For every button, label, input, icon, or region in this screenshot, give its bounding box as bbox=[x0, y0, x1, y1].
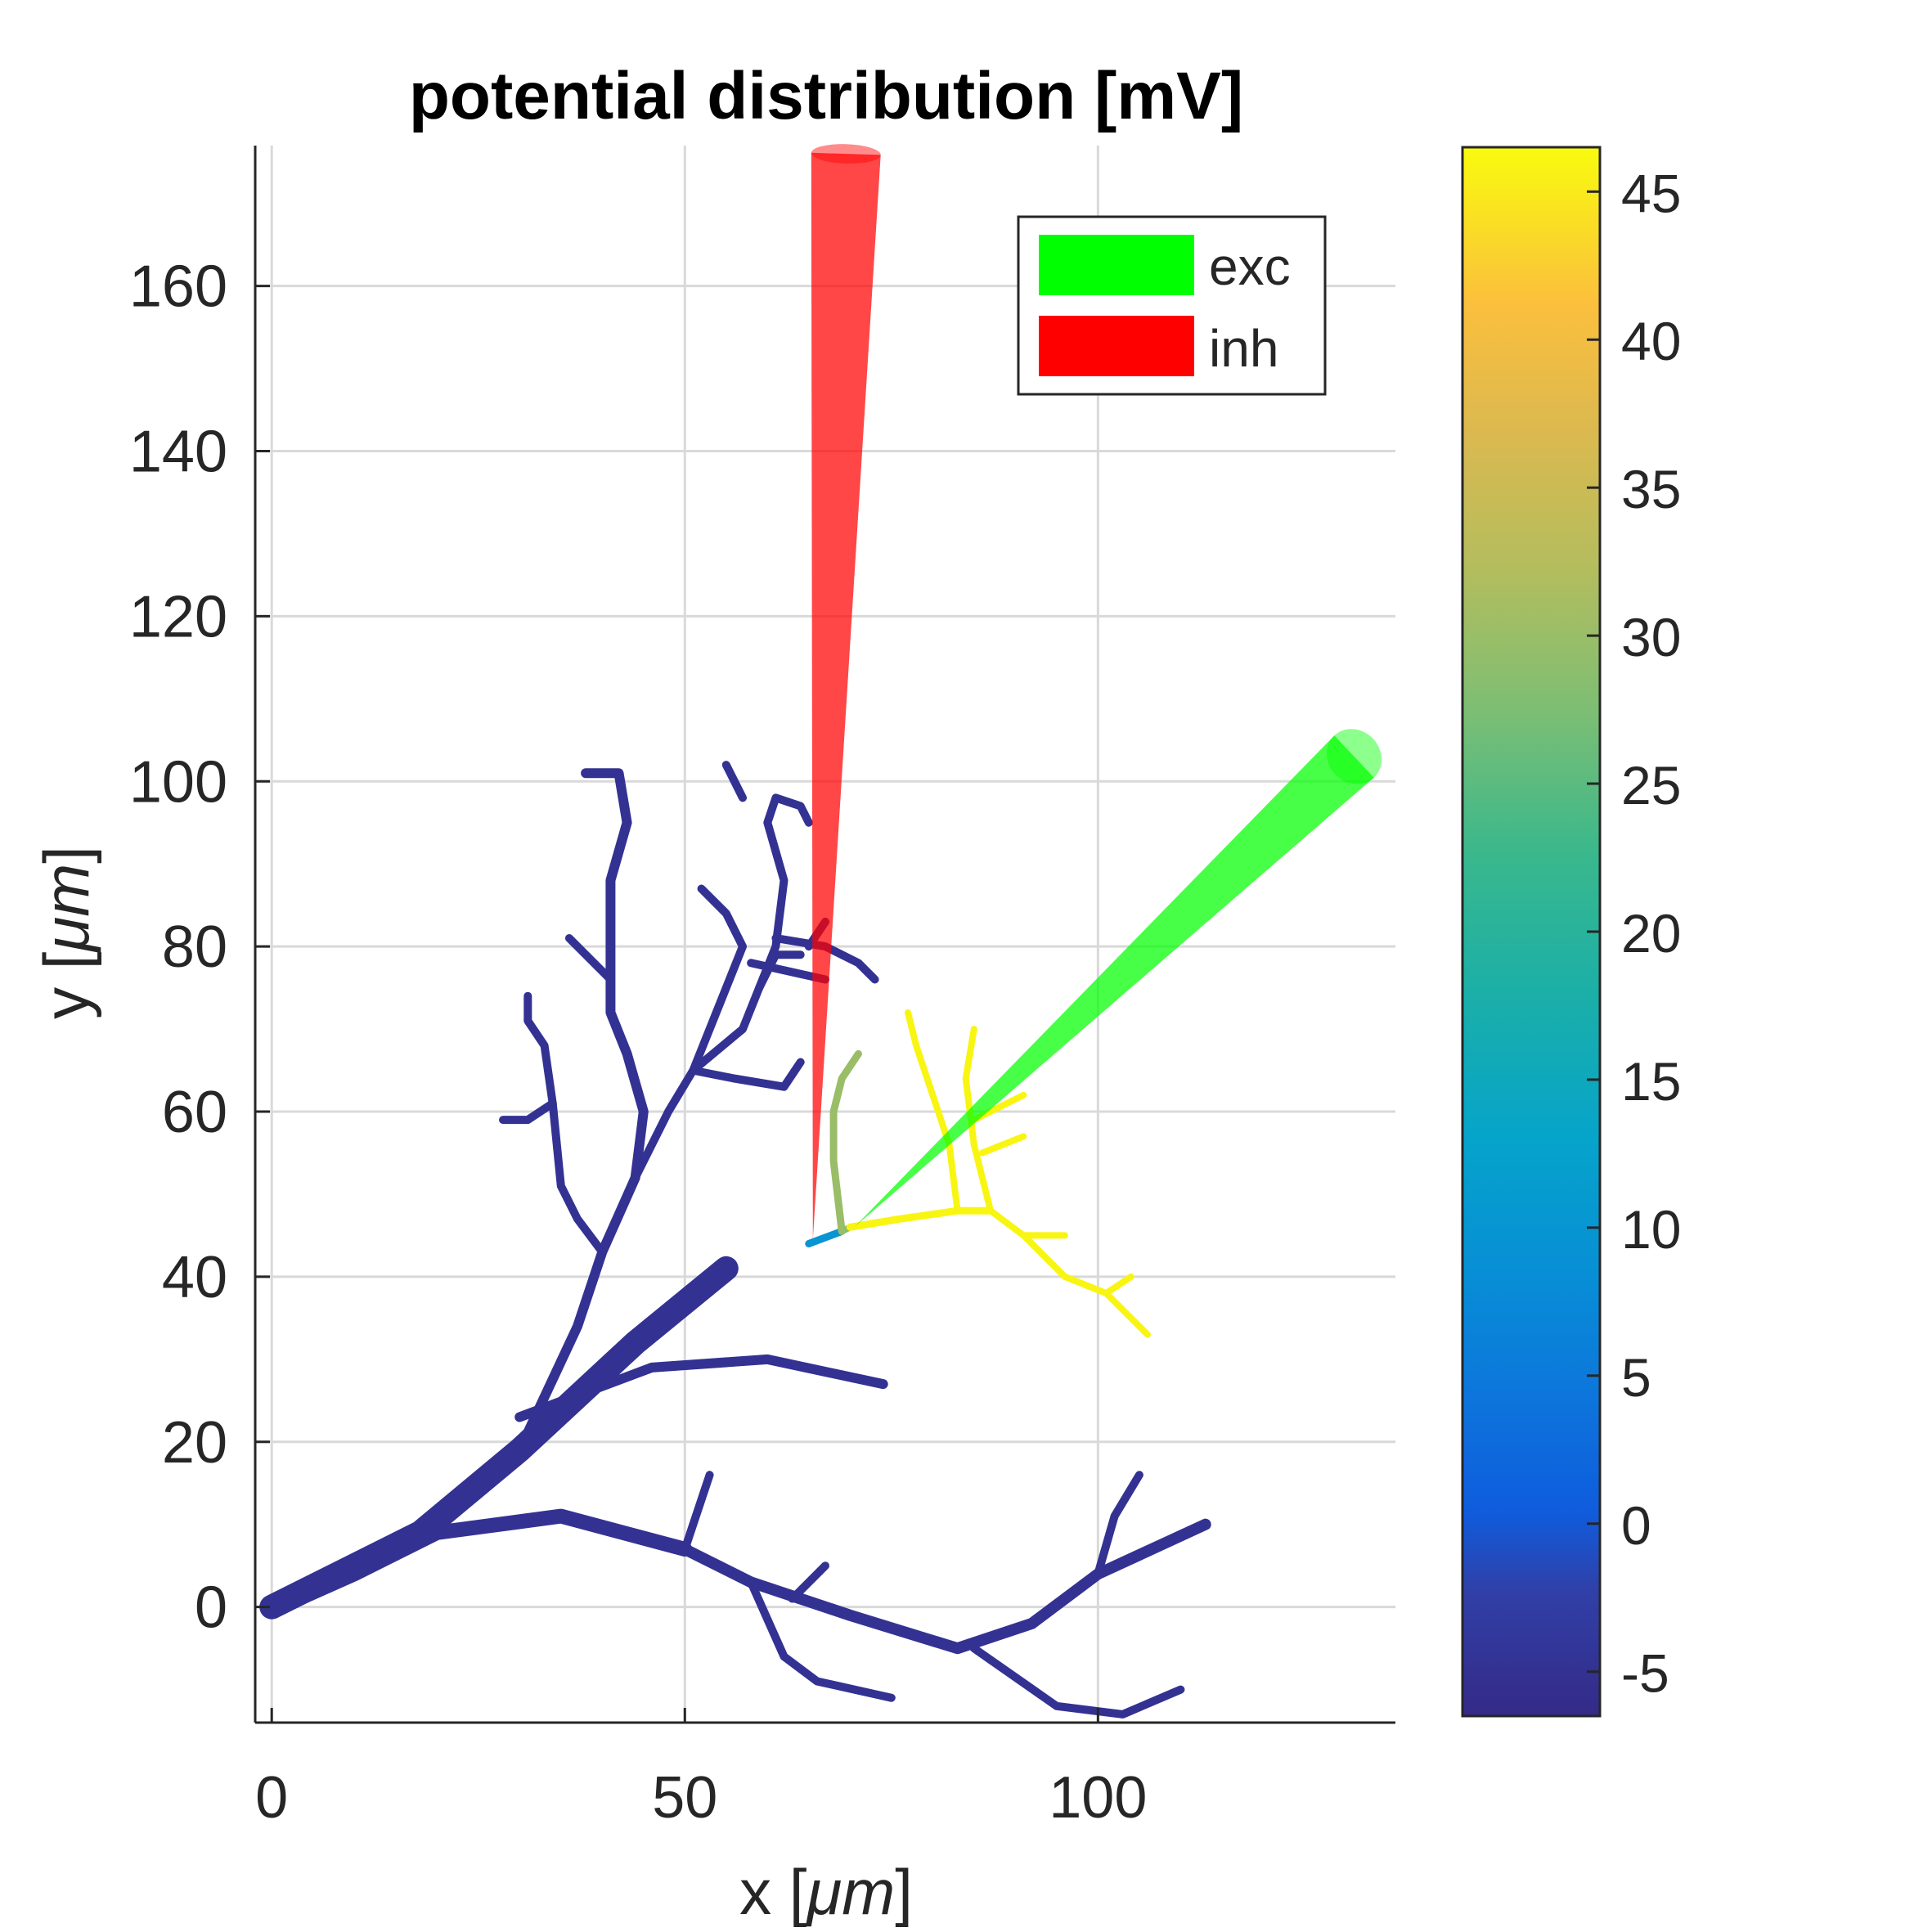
dendrite-branch-7 bbox=[1094, 1471, 1143, 1579]
dendrite-branch-17 bbox=[771, 934, 879, 984]
y-tick-label-0: 0 bbox=[195, 1575, 227, 1641]
dendrite-branch-0 bbox=[259, 1256, 739, 1620]
x-axis-label: x [μm] bbox=[739, 1856, 913, 1928]
dendrite-branch-24 bbox=[846, 1206, 995, 1231]
colorbar-tick-label-25: 25 bbox=[1621, 755, 1681, 815]
dendrite-branch-3 bbox=[681, 1471, 714, 1553]
colorbar-tick-label-5: 5 bbox=[1621, 1347, 1651, 1408]
electrode-exc-cap bbox=[1326, 729, 1382, 784]
x-tick-label-50: 50 bbox=[652, 1765, 717, 1831]
legend-label-exc: exc bbox=[1209, 237, 1291, 296]
chart-title: potential distribution [mV] bbox=[409, 59, 1243, 133]
dendrite-branch-15 bbox=[689, 793, 813, 1075]
dendrite-branch-19 bbox=[721, 761, 747, 802]
dendrite-branch-9 bbox=[514, 768, 649, 1455]
y-axis-label: y [μm] bbox=[30, 846, 102, 1019]
dendrite-branch-16 bbox=[755, 950, 805, 992]
colorbar-tick-label--5: -5 bbox=[1621, 1643, 1669, 1704]
colorbar-tick-label-10: 10 bbox=[1621, 1199, 1681, 1260]
tick-labels: 0 50 100 0 20 40 60 80 100 120 140 160 bbox=[129, 254, 1148, 1831]
y-tick-label-100: 100 bbox=[129, 749, 227, 815]
electrode-inh bbox=[811, 152, 881, 1240]
colorbar-tick-label-30: 30 bbox=[1621, 607, 1681, 667]
dendrite-branch-13 bbox=[631, 884, 747, 1182]
y-tick-label-140: 140 bbox=[129, 419, 227, 484]
dendrite-branch-31 bbox=[1103, 1273, 1134, 1297]
dendrite-branch-14 bbox=[689, 1058, 805, 1091]
dendrite-branch-30 bbox=[1020, 1232, 1151, 1338]
colorbar-gradient bbox=[1461, 146, 1602, 1718]
dendrite-branch-21 bbox=[805, 1227, 846, 1247]
dendrite-branch-8 bbox=[514, 1354, 888, 1422]
x-axis-label-prefix: x [ bbox=[739, 1856, 807, 1928]
electrode-inh-cap bbox=[811, 144, 881, 164]
colorbar-tick-label-15: 15 bbox=[1621, 1051, 1681, 1112]
colorbar: -5 0 5 10 15 20 25 30 35 40 45 bbox=[1461, 146, 1681, 1718]
x-axis-label-suffix: ] bbox=[895, 1856, 913, 1928]
colorbar-tick-label-0: 0 bbox=[1621, 1495, 1651, 1556]
colorbar-tick-label-40: 40 bbox=[1621, 311, 1681, 371]
x-tick-label-0: 0 bbox=[255, 1765, 288, 1831]
y-tick-label-20: 20 bbox=[162, 1410, 227, 1476]
electrode-exc bbox=[854, 735, 1374, 1228]
electrodes bbox=[811, 144, 1382, 1240]
y-tick-label-60: 60 bbox=[162, 1080, 227, 1145]
legend-swatch-inh bbox=[1039, 316, 1194, 376]
y-axis-label-prefix: y [ bbox=[30, 951, 102, 1019]
y-axis-label-suffix: ] bbox=[30, 846, 102, 864]
dendrite-branch-23 bbox=[829, 1049, 862, 1235]
y-axis-label-unit: μm bbox=[30, 864, 102, 954]
colorbar-tick-label-20: 20 bbox=[1621, 903, 1681, 964]
y-tick-label-120: 120 bbox=[129, 584, 227, 649]
x-axis-label-unit: μm bbox=[805, 1856, 895, 1928]
dendrite-branch-10 bbox=[523, 991, 607, 1256]
dendrite-branch-29 bbox=[987, 1207, 1068, 1239]
dendrite-branch-6 bbox=[969, 1644, 1185, 1719]
x-tick-label-100: 100 bbox=[1049, 1765, 1147, 1831]
legend-label-inh: inh bbox=[1209, 319, 1278, 378]
colorbar-ticks: -5 0 5 10 15 20 25 30 35 40 45 bbox=[1587, 163, 1681, 1704]
y-tick-label-80: 80 bbox=[162, 914, 227, 980]
y-tick-label-40: 40 bbox=[162, 1245, 227, 1310]
dendrite-tree bbox=[259, 761, 1211, 1719]
dendrite-branch-27 bbox=[978, 1133, 1027, 1157]
dendrite-branch-25 bbox=[905, 1009, 961, 1215]
dendrite-branch-12 bbox=[564, 934, 615, 984]
legend: exc inh bbox=[1017, 215, 1327, 396]
axes-frame bbox=[254, 146, 1395, 1724]
y-tick-label-160: 160 bbox=[129, 254, 227, 320]
dendrite-branch-11 bbox=[499, 1099, 557, 1125]
colorbar-tick-label-35: 35 bbox=[1621, 459, 1681, 519]
dendrite-branch-5 bbox=[788, 1561, 829, 1603]
dendrite-branch-4 bbox=[747, 1578, 896, 1702]
colorbar-tick-label-45: 45 bbox=[1621, 163, 1681, 223]
dendrite-branch-2 bbox=[679, 1518, 1211, 1655]
legend-swatch-exc bbox=[1039, 235, 1194, 295]
dendrite-branch-1 bbox=[272, 1508, 693, 1615]
